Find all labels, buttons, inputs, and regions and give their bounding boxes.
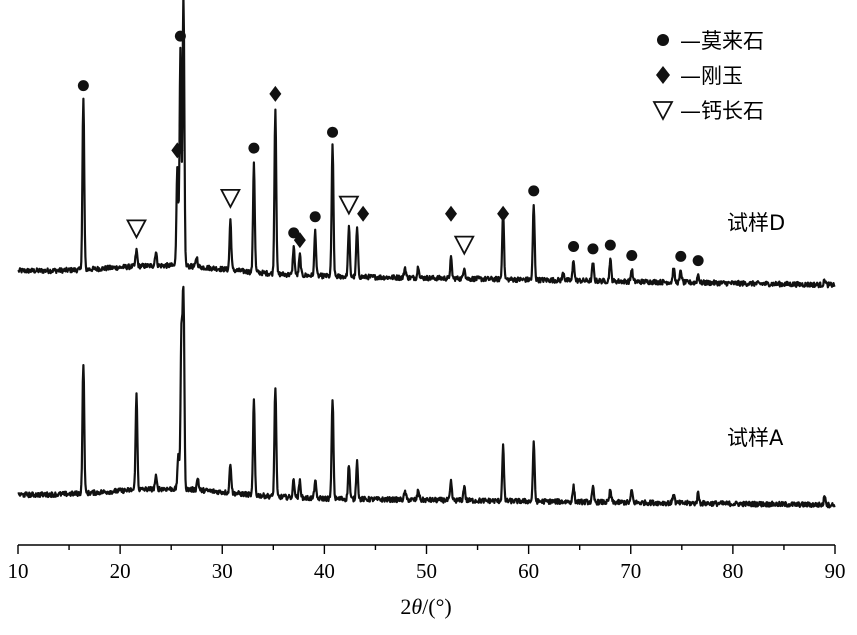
legend-mullite-marker bbox=[657, 34, 669, 46]
mullite-marker bbox=[327, 126, 339, 138]
x-tick-label: 20 bbox=[110, 559, 131, 583]
mullite-marker bbox=[248, 142, 260, 154]
corundum-marker bbox=[293, 232, 306, 249]
x-tick-label: 70 bbox=[620, 559, 641, 583]
x-ticks: 10 20 30 40 50 60 70 80 90 bbox=[8, 545, 846, 583]
anorthite-marker bbox=[219, 189, 241, 209]
x-tick-label: 30 bbox=[212, 559, 233, 583]
legend: —莫来石 —刚玉 —钙长石 bbox=[652, 29, 764, 123]
mullite-marker bbox=[528, 185, 540, 197]
trace-sample-d bbox=[17, 0, 836, 289]
x-tick-label: 40 bbox=[314, 559, 335, 583]
corundum-marker bbox=[269, 85, 282, 102]
traces bbox=[17, 0, 836, 509]
anorthite-marker bbox=[338, 195, 360, 216]
corundum-marker bbox=[357, 205, 370, 222]
corundum-marker bbox=[171, 142, 184, 159]
mullite-marker bbox=[626, 250, 638, 262]
legend-mullite-label: —莫来石 bbox=[680, 29, 764, 53]
legend-corundum-marker bbox=[656, 66, 670, 84]
mullite-marker bbox=[604, 239, 616, 251]
legend-anorthite-marker bbox=[652, 101, 674, 121]
legend-anorthite-label: —钙长石 bbox=[680, 99, 764, 123]
mullite-marker bbox=[587, 243, 599, 255]
anorthite-marker bbox=[453, 235, 475, 256]
mullite-marker bbox=[692, 255, 704, 267]
x-tick-label: 10 bbox=[8, 559, 29, 583]
mullite-marker bbox=[309, 211, 321, 223]
x-tick-label: 50 bbox=[416, 559, 437, 583]
mullite-marker bbox=[77, 80, 89, 92]
x-tick-label: 90 bbox=[825, 559, 846, 583]
mullite-marker bbox=[288, 227, 300, 239]
corundum-marker bbox=[445, 205, 458, 222]
legend-corundum-label: —刚玉 bbox=[680, 64, 743, 88]
mullite-marker bbox=[568, 241, 580, 253]
sample-a-label: 试样A bbox=[727, 426, 784, 450]
x-axis-title: 2θ/(°) bbox=[400, 594, 451, 619]
mullite-marker bbox=[174, 30, 186, 42]
corundum-marker bbox=[497, 205, 510, 222]
x-tick-label: 60 bbox=[518, 559, 539, 583]
x-tick-label: 80 bbox=[722, 559, 743, 583]
trace-sample-a bbox=[17, 285, 836, 509]
mullite-marker bbox=[675, 250, 687, 262]
phase-markers bbox=[77, 30, 704, 267]
anorthite-marker bbox=[125, 219, 147, 240]
sample-d-label: 试样D bbox=[727, 211, 785, 235]
